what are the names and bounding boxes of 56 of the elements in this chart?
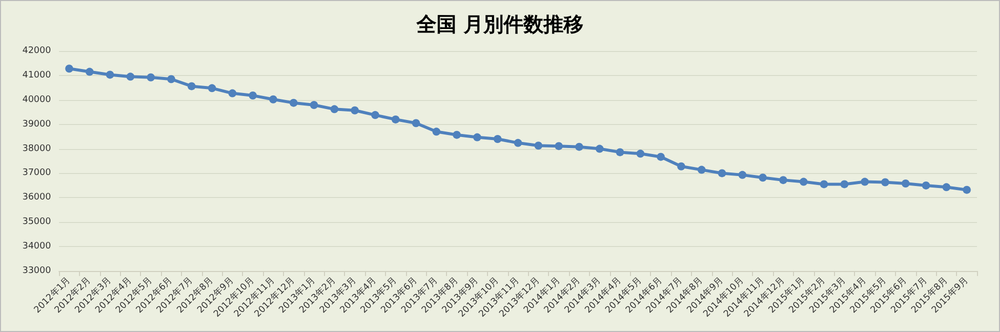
point: [698, 166, 706, 174]
point: [738, 170, 746, 179]
point: [800, 178, 808, 186]
y-tick-label: 33000: [22, 266, 52, 276]
y-tick-label: 37000: [22, 168, 52, 178]
point: [452, 130, 461, 139]
point: [534, 142, 542, 150]
point: [188, 82, 196, 90]
y-tick-label: 41000: [22, 70, 52, 80]
y-tick-label: 40000: [22, 94, 52, 105]
point: [860, 178, 869, 186]
y-tick-label: 39000: [22, 119, 52, 130]
point: [902, 179, 910, 188]
point: [167, 75, 176, 84]
point: [922, 181, 930, 190]
point: [146, 73, 155, 82]
point: [330, 105, 338, 114]
point: [290, 98, 298, 107]
point: [106, 70, 114, 79]
point: [473, 133, 482, 142]
point: [758, 174, 767, 182]
point: [596, 144, 604, 153]
point: [126, 72, 134, 81]
point: [779, 176, 788, 184]
point: [350, 106, 359, 114]
point: [718, 169, 726, 178]
point: [412, 119, 420, 128]
point: [371, 111, 380, 120]
point: [962, 186, 971, 194]
point: [575, 142, 584, 151]
y-tick-label: 38000: [22, 144, 52, 154]
y-tick-label: 42000: [22, 46, 52, 56]
point: [432, 128, 440, 136]
point: [942, 183, 950, 192]
point: [65, 64, 74, 73]
point: [616, 148, 624, 156]
point: [677, 162, 686, 170]
point: [228, 89, 236, 98]
point: [636, 150, 644, 158]
point: [248, 91, 257, 100]
y-tick-label: 36000: [22, 192, 52, 203]
y-tick-label: 35000: [22, 217, 52, 228]
y-tick-label: 34000: [22, 242, 52, 252]
point: [269, 95, 278, 104]
point: [820, 180, 828, 188]
point: [554, 142, 563, 150]
point: [881, 178, 890, 186]
point: [310, 101, 318, 110]
point: [494, 135, 502, 143]
chart-title: 全国 月別件数推移: [416, 12, 584, 36]
point: [840, 180, 848, 188]
point: [86, 68, 94, 76]
point: [514, 138, 522, 147]
point: [392, 115, 400, 124]
point: [208, 84, 216, 92]
point: [656, 152, 665, 161]
